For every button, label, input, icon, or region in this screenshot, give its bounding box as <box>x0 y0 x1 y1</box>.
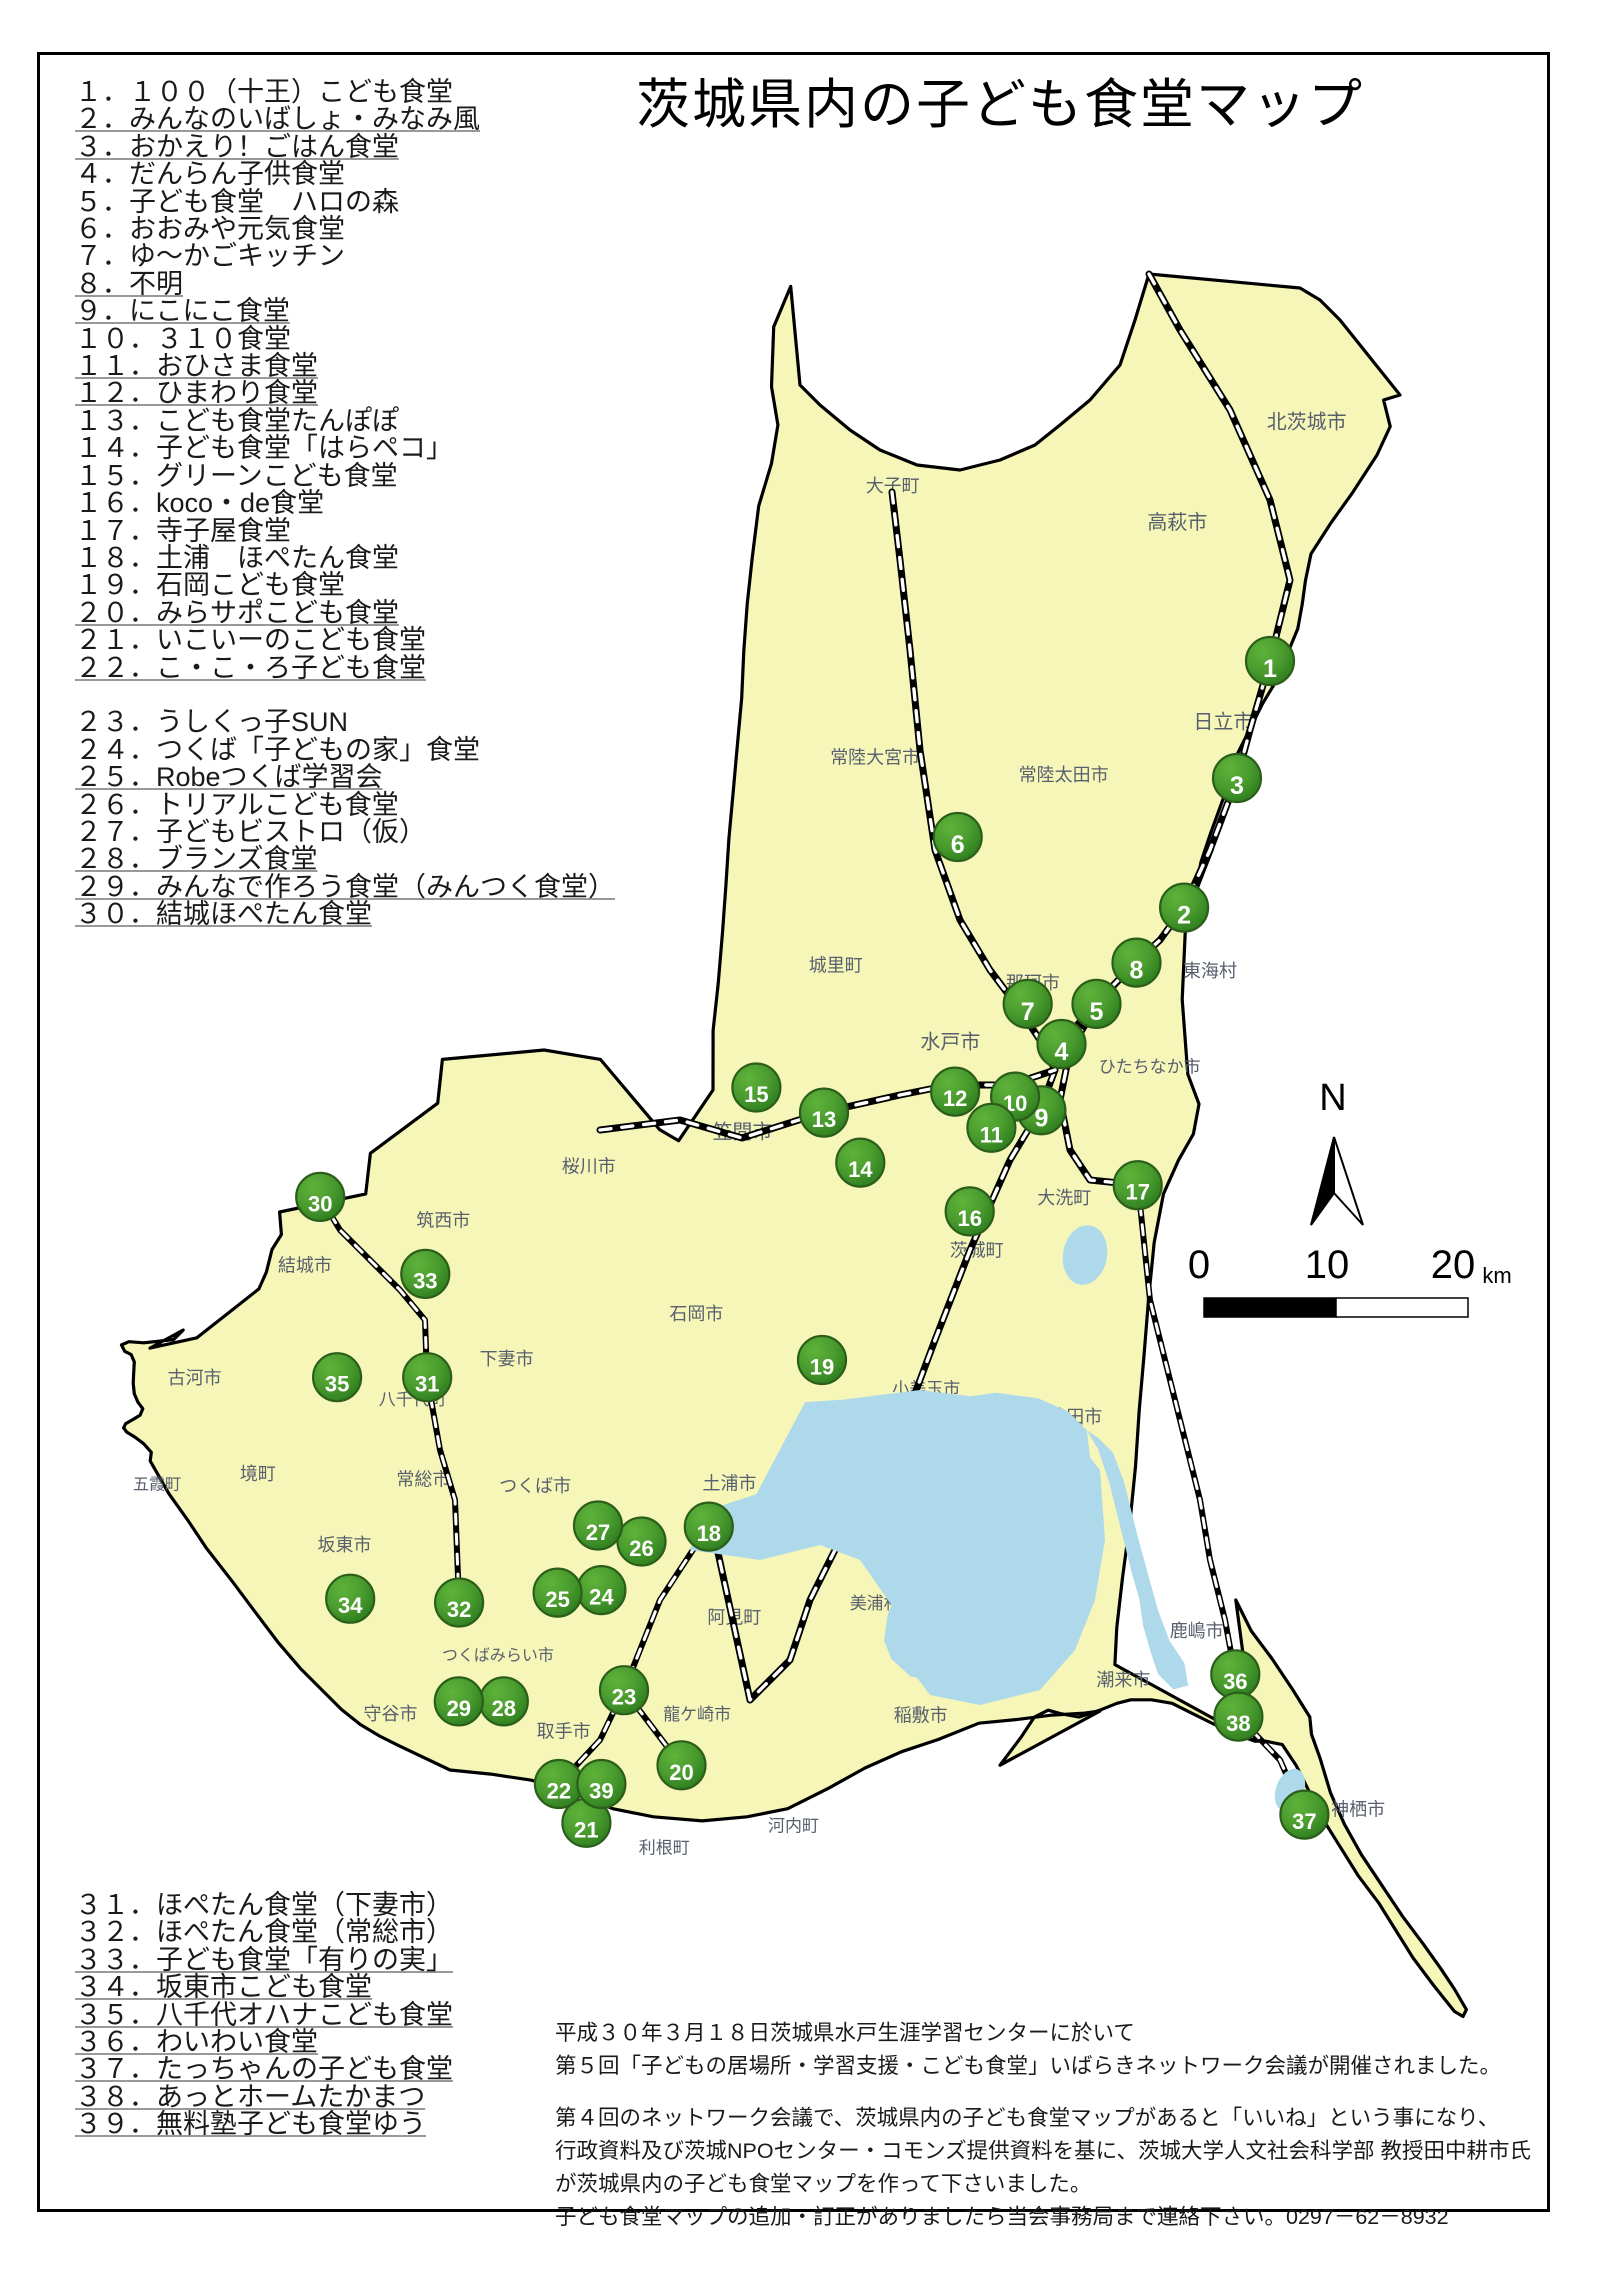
svg-text:27: 27 <box>586 1520 610 1545</box>
svg-text:37: 37 <box>1292 1809 1316 1834</box>
svg-text:古河市: 古河市 <box>168 1368 222 1388</box>
svg-text:常総市: 常総市 <box>396 1469 450 1489</box>
svg-text:5: 5 <box>1090 998 1104 1026</box>
svg-text:常陸太田市: 常陸太田市 <box>1019 765 1109 785</box>
svg-text:ひたちなか市: ひたちなか市 <box>1099 1058 1201 1077</box>
svg-text:15: 15 <box>744 1082 768 1107</box>
svg-text:km: km <box>1482 1263 1511 1288</box>
svg-text:4: 4 <box>1055 1038 1069 1066</box>
svg-text:稲敷市: 稲敷市 <box>894 1706 948 1726</box>
svg-text:茨城町: 茨城町 <box>950 1241 1004 1261</box>
svg-text:日立市: 日立市 <box>1193 711 1253 734</box>
svg-text:31: 31 <box>415 1372 439 1397</box>
svg-text:0: 0 <box>1188 1243 1210 1287</box>
svg-text:8: 8 <box>1130 957 1144 985</box>
svg-text:河内町: 河内町 <box>768 1816 819 1835</box>
svg-text:高萩市: 高萩市 <box>1147 511 1207 534</box>
svg-text:13: 13 <box>812 1107 836 1132</box>
svg-text:城里町: 城里町 <box>809 956 863 976</box>
svg-text:大洗町: 大洗町 <box>1037 1188 1091 1208</box>
svg-text:取手市: 取手市 <box>537 1721 591 1741</box>
svg-text:3: 3 <box>1230 772 1244 800</box>
svg-text:東海村: 東海村 <box>1183 961 1237 981</box>
svg-text:筑西市: 筑西市 <box>416 1211 470 1231</box>
svg-text:7: 7 <box>1021 998 1035 1026</box>
svg-text:20: 20 <box>1431 1243 1476 1287</box>
svg-text:17: 17 <box>1125 1180 1149 1205</box>
svg-text:1: 1 <box>1263 655 1277 683</box>
svg-text:20: 20 <box>669 1760 693 1785</box>
svg-text:32: 32 <box>447 1597 471 1622</box>
svg-text:土浦市: 土浦市 <box>703 1474 757 1494</box>
svg-text:34: 34 <box>338 1593 363 1618</box>
svg-text:石岡市: 石岡市 <box>669 1304 723 1324</box>
svg-text:潮来市: 潮来市 <box>1096 1670 1150 1690</box>
svg-text:境町: 境町 <box>240 1464 276 1484</box>
svg-text:36: 36 <box>1223 1669 1247 1694</box>
svg-text:つくば市: つくば市 <box>499 1476 571 1496</box>
svg-text:坂東市: 坂東市 <box>318 1535 372 1555</box>
svg-text:35: 35 <box>325 1372 349 1397</box>
svg-text:25: 25 <box>545 1587 569 1612</box>
svg-text:6: 6 <box>951 831 965 859</box>
svg-text:21: 21 <box>574 1817 598 1842</box>
svg-text:39: 39 <box>589 1779 613 1804</box>
svg-text:五霞町: 五霞町 <box>133 1477 181 1494</box>
svg-text:19: 19 <box>810 1355 834 1380</box>
svg-text:38: 38 <box>1226 1711 1250 1736</box>
svg-text:N: N <box>1319 1077 1346 1119</box>
svg-text:11: 11 <box>980 1122 1003 1147</box>
svg-text:鹿嶋市: 鹿嶋市 <box>1170 1621 1224 1641</box>
svg-text:守谷市: 守谷市 <box>364 1704 418 1724</box>
svg-text:つくばみらい市: つくばみらい市 <box>442 1647 554 1665</box>
svg-text:28: 28 <box>492 1696 516 1721</box>
svg-text:利根町: 利根町 <box>639 1838 690 1857</box>
svg-text:22: 22 <box>547 1779 571 1804</box>
svg-text:北茨城市: 北茨城市 <box>1267 411 1347 434</box>
svg-text:30: 30 <box>308 1191 332 1216</box>
svg-text:29: 29 <box>447 1696 471 1721</box>
svg-text:2: 2 <box>1177 902 1191 930</box>
svg-text:10: 10 <box>1305 1243 1350 1287</box>
svg-text:33: 33 <box>413 1268 437 1293</box>
svg-text:26: 26 <box>629 1536 653 1561</box>
svg-text:水戸市: 水戸市 <box>920 1031 980 1054</box>
svg-text:結城市: 結城市 <box>278 1255 332 1275</box>
svg-text:24: 24 <box>589 1585 614 1610</box>
svg-text:神栖市: 神栖市 <box>1331 1799 1385 1819</box>
svg-text:桜川市: 桜川市 <box>562 1157 616 1177</box>
svg-text:16: 16 <box>957 1206 981 1231</box>
svg-text:23: 23 <box>612 1685 636 1710</box>
svg-text:14: 14 <box>848 1157 873 1182</box>
svg-text:18: 18 <box>697 1521 721 1546</box>
svg-text:龍ケ崎市: 龍ケ崎市 <box>663 1705 731 1724</box>
svg-text:常陸大宮市: 常陸大宮市 <box>830 748 920 768</box>
svg-text:下妻市: 下妻市 <box>480 1349 534 1369</box>
svg-text:12: 12 <box>943 1086 967 1111</box>
